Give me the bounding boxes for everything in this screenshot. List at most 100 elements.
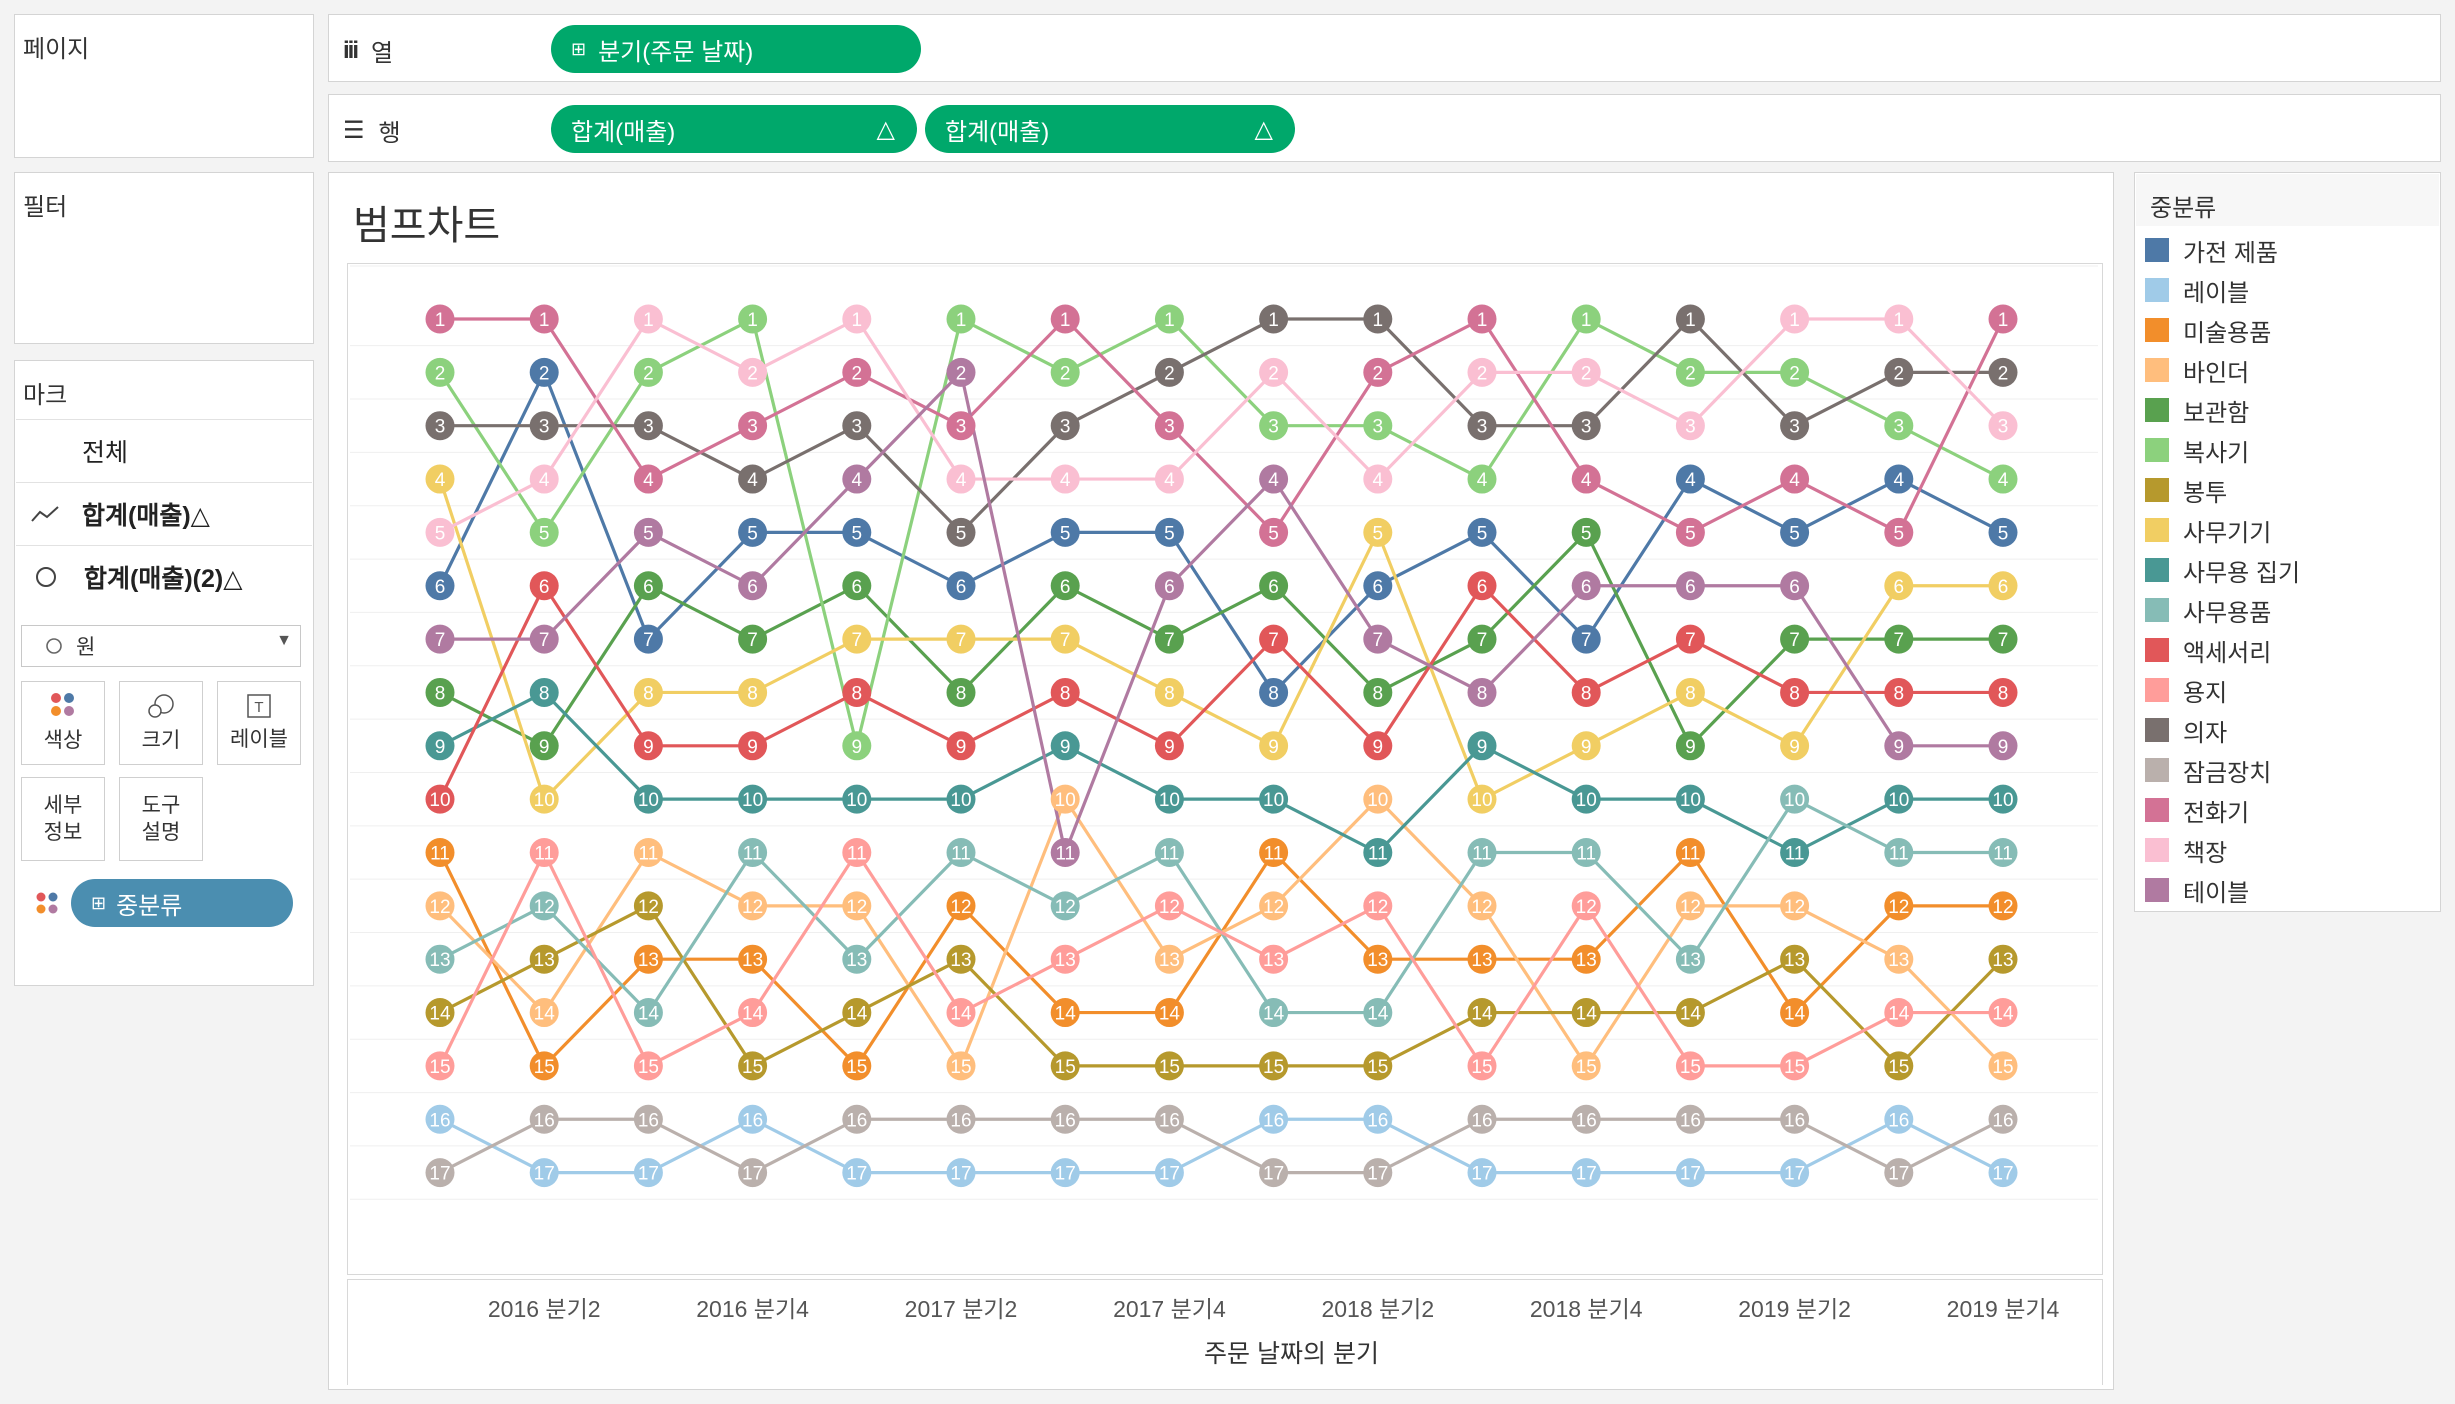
rank-point[interactable] — [425, 677, 455, 707]
rank-point[interactable] — [425, 624, 455, 654]
rank-point[interactable] — [1259, 784, 1289, 814]
rank-point[interactable] — [1050, 891, 1080, 921]
series-line[interactable] — [438, 850, 2003, 1068]
rank-point[interactable] — [1050, 784, 1080, 814]
rank-point[interactable] — [842, 517, 872, 547]
rank-point[interactable] — [946, 998, 976, 1028]
label-button[interactable]: T 레이블 — [217, 681, 301, 765]
rank-point[interactable] — [1363, 784, 1393, 814]
rank-point[interactable] — [1780, 944, 1810, 974]
rank-point[interactable] — [738, 891, 768, 921]
rank-point[interactable] — [1780, 517, 1810, 547]
legend-item[interactable]: 의자 — [2145, 713, 2227, 747]
color-field-pill[interactable]: ⊞ 중분류 — [71, 879, 293, 927]
rank-point[interactable] — [1571, 1158, 1601, 1188]
rank-point[interactable] — [1675, 464, 1705, 494]
rank-point[interactable] — [529, 677, 559, 707]
legend-item[interactable]: 사무용 집기 — [2145, 553, 2300, 587]
rank-point[interactable] — [1467, 1051, 1497, 1081]
rank-point[interactable] — [1363, 731, 1393, 761]
rank-point[interactable] — [1988, 624, 2018, 654]
rank-point[interactable] — [1571, 998, 1601, 1028]
legend-item[interactable]: 레이블 — [2145, 273, 2249, 307]
rank-point[interactable] — [633, 1051, 663, 1081]
mark-type-dropdown[interactable]: 원 ▼ — [21, 625, 301, 667]
rank-point[interactable] — [946, 944, 976, 974]
rank-point[interactable] — [425, 944, 455, 974]
rank-point[interactable] — [529, 411, 559, 441]
rank-point[interactable] — [529, 838, 559, 867]
rank-point[interactable] — [946, 624, 976, 654]
rank-point[interactable] — [1675, 571, 1705, 601]
rank-point[interactable] — [1780, 464, 1810, 494]
row-pill-sales-1[interactable]: 합계(매출) △ — [551, 105, 917, 153]
rank-point[interactable] — [1884, 1104, 1914, 1134]
row-pill-sales-2[interactable]: 합계(매출) △ — [925, 105, 1295, 153]
columns-shelf[interactable]: iii 열 ⊞ 분기(주문 날짜) — [328, 14, 2441, 82]
rank-point[interactable] — [1259, 464, 1289, 494]
rank-point[interactable] — [1884, 891, 1914, 921]
rank-point[interactable] — [1780, 357, 1810, 387]
rank-point[interactable] — [1467, 304, 1497, 334]
rank-point[interactable] — [946, 1104, 976, 1134]
rank-point[interactable] — [425, 357, 455, 387]
rows-shelf[interactable]: ☰ 행 합계(매출) △ 합계(매출) △ — [328, 94, 2441, 162]
legend-item[interactable]: 가전 제품 — [2145, 233, 2278, 267]
rank-point[interactable] — [946, 357, 976, 387]
rank-point[interactable] — [529, 998, 559, 1028]
rank-point[interactable] — [1780, 411, 1810, 441]
rank-point[interactable] — [1363, 357, 1393, 387]
rank-point[interactable] — [529, 731, 559, 761]
rank-point[interactable] — [1050, 411, 1080, 441]
series-line[interactable] — [439, 904, 2005, 1068]
rank-point[interactable] — [529, 624, 559, 654]
rank-point[interactable] — [633, 357, 663, 387]
rank-point[interactable] — [842, 944, 872, 974]
rank-point[interactable] — [633, 624, 663, 654]
rank-point[interactable] — [1259, 731, 1289, 761]
rank-point[interactable] — [1780, 624, 1810, 654]
rank-point[interactable] — [1259, 677, 1289, 707]
rank-point[interactable] — [1884, 944, 1914, 974]
rank-point[interactable] — [425, 571, 455, 601]
rank-point[interactable] — [946, 677, 976, 707]
rank-point[interactable] — [1884, 571, 1914, 601]
rank-point[interactable] — [842, 891, 872, 921]
rank-point[interactable] — [1780, 784, 1810, 814]
rank-point[interactable] — [946, 1051, 976, 1081]
rank-point[interactable] — [1050, 1158, 1080, 1188]
rank-point[interactable] — [1259, 411, 1289, 441]
rank-point[interactable] — [529, 304, 559, 334]
series-line[interactable] — [439, 317, 2005, 534]
rank-point[interactable] — [1259, 944, 1289, 974]
rank-point[interactable] — [946, 838, 976, 867]
rank-point[interactable] — [1988, 357, 2018, 387]
rank-point[interactable] — [1571, 304, 1601, 334]
rank-point[interactable] — [633, 1104, 663, 1134]
rank-point[interactable] — [425, 1104, 455, 1134]
rank-point[interactable] — [1884, 517, 1914, 547]
color-button[interactable]: 색상 — [21, 681, 105, 765]
rank-point[interactable] — [1884, 464, 1914, 494]
rank-point[interactable] — [1050, 677, 1080, 707]
rank-point[interactable] — [738, 411, 768, 441]
rank-point[interactable] — [1363, 677, 1393, 707]
rank-point[interactable] — [1154, 677, 1184, 707]
rank-point[interactable] — [529, 464, 559, 494]
rank-point[interactable] — [425, 411, 455, 441]
rank-point[interactable] — [1884, 677, 1914, 707]
rank-point[interactable] — [1154, 891, 1184, 921]
rank-point[interactable] — [946, 571, 976, 601]
rank-point[interactable] — [425, 784, 455, 814]
rank-point[interactable] — [1363, 1104, 1393, 1134]
rank-point[interactable] — [1467, 677, 1497, 707]
rank-point[interactable] — [1467, 624, 1497, 654]
rank-point[interactable] — [1675, 998, 1705, 1028]
rank-point[interactable] — [1571, 464, 1601, 494]
rank-point[interactable] — [1259, 517, 1289, 547]
rank-point[interactable] — [633, 411, 663, 441]
rank-point[interactable] — [842, 784, 872, 814]
rank-point[interactable] — [1467, 571, 1497, 601]
rank-point[interactable] — [1363, 411, 1393, 441]
legend-item[interactable]: 바인더 — [2145, 353, 2249, 387]
